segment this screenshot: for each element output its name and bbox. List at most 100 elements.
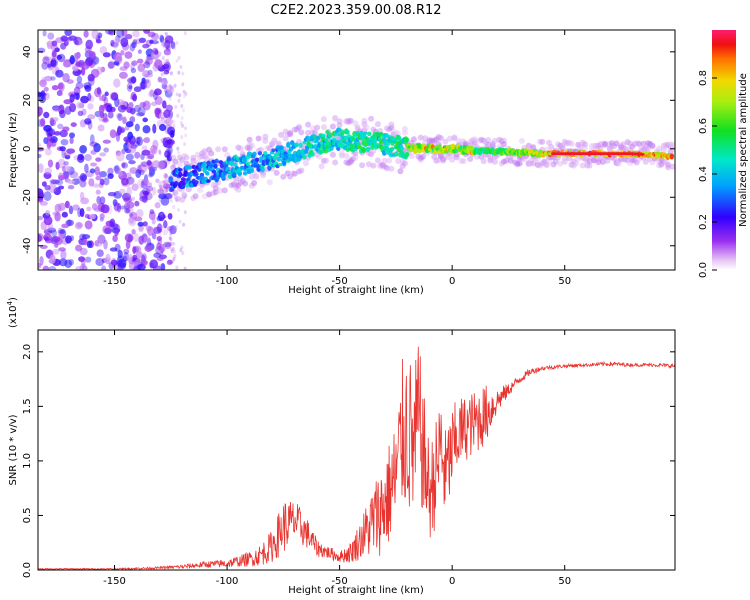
colorbar-tick-label: 0.6 [698, 118, 709, 134]
spectrogram-cell [102, 139, 111, 144]
spectrogram-cell [109, 129, 117, 139]
spectrogram-cell [449, 156, 456, 163]
spectrogram-cell [42, 30, 47, 37]
spectrogram-cell [79, 173, 87, 182]
spectrogram-cell [68, 35, 78, 41]
spectrogram-cell [59, 129, 68, 138]
spectrogram-cell [154, 202, 161, 209]
spectrogram-cell [156, 236, 163, 242]
spectrogram-cell [52, 105, 61, 111]
spectrogram-cell [235, 186, 242, 193]
spectrogram-cell [103, 239, 108, 250]
spectrogram-cell [119, 205, 128, 210]
spectrogram-cell [573, 160, 579, 167]
spectrogram-cell [126, 82, 133, 92]
spectrogram-cell [55, 69, 64, 78]
spectrogram-cell [179, 65, 183, 69]
spectrogram-cell [394, 151, 399, 157]
spectrogram-cell [219, 162, 225, 169]
spectrogram-cell [109, 247, 118, 252]
spectrogram-cell [125, 207, 131, 214]
spectrogram-cell [167, 61, 170, 65]
spectrogram-cell [124, 51, 133, 59]
spectrogram-cell [539, 138, 546, 145]
spectrogram-cell [166, 259, 173, 265]
spectrogram-cell [74, 39, 79, 45]
spectrogram-cell [363, 124, 370, 131]
spectrogram-cell [194, 180, 199, 185]
spectrogram-cell [44, 184, 51, 191]
spectrogram-cell [84, 220, 93, 230]
spectrogram-cell [50, 138, 57, 148]
spectrogram-cell [43, 228, 53, 235]
spectrogram-cell [117, 113, 123, 121]
spectrogram-cell [79, 144, 87, 154]
spectrogram-cell [103, 257, 112, 264]
spectrogram-cell [166, 58, 169, 63]
spectrogram-cell [38, 106, 43, 116]
spectrogram-cell [38, 215, 44, 221]
spectrogram-cell [157, 76, 163, 83]
spectrogram-cell [51, 235, 61, 243]
spectrogram-cell [77, 110, 84, 117]
spectrogram-x-ticks: -150 -100 -50 0 50 [103, 30, 571, 287]
spectrogram-cell [39, 79, 47, 88]
spectrogram-cell [74, 221, 83, 230]
spectrogram-cell [50, 76, 56, 81]
spectrogram-cell [142, 259, 148, 266]
spectrogram-cell [130, 76, 137, 84]
spectrogram-cell [130, 67, 137, 74]
spectrogram-cell [116, 113, 122, 119]
spectrogram-cell [273, 169, 280, 176]
spectrogram-cell [143, 235, 151, 245]
spectrogram-cell [162, 44, 166, 49]
spectrogram-cell [127, 144, 137, 154]
spectrogram-cell [206, 191, 213, 198]
spectrogram-cell [237, 145, 244, 152]
spectrogram-cell [296, 124, 303, 131]
spectrogram-cell [183, 210, 187, 215]
spectrogram-cell [165, 84, 175, 94]
spectrogram-cell [328, 132, 333, 139]
spectrogram-cell [122, 116, 127, 125]
spectrogram-x-tick-label: -50 [331, 276, 347, 287]
spectrogram-cell [106, 105, 113, 113]
spectrogram-cell [178, 219, 182, 224]
spectrogram-cell [146, 160, 152, 166]
spectrogram-cell [181, 123, 184, 128]
spectrogram-cell [156, 242, 162, 250]
spectrogram-cell [53, 187, 62, 196]
spectrogram-cell [85, 39, 93, 50]
spectrogram-cell [83, 30, 89, 38]
spectrogram-cell [121, 30, 128, 37]
spectrogram-cell [156, 223, 163, 234]
spectrogram-cell [278, 131, 285, 138]
spectrogram-cell [214, 158, 219, 164]
spectrogram-cell [142, 125, 151, 134]
spectrogram-cell [123, 61, 130, 69]
snr-x-tick-label: 50 [558, 576, 571, 587]
spectrogram-cell [79, 263, 87, 270]
spectrogram-cell [150, 101, 158, 107]
spectrogram-cell [81, 61, 90, 70]
spectrogram-cell [126, 186, 132, 197]
spectrogram-cell [184, 91, 188, 96]
spectrogram-cell [99, 213, 105, 220]
snr-x-ticks: -150 -100 -50 0 50 [103, 330, 571, 587]
spectrogram-cell [128, 253, 133, 262]
spectrogram-cell [84, 256, 92, 263]
spectrogram-cell [280, 173, 287, 180]
spectrogram-cell [128, 216, 135, 224]
spectrogram-cell [455, 138, 462, 144]
spectrogram-cell [182, 222, 186, 227]
figure-title: C2E2.2023.359.00.08.R12 [270, 3, 441, 18]
spectrogram-cell [91, 203, 98, 211]
spectrogram-cell [134, 123, 140, 132]
spectrogram-cell [59, 109, 66, 119]
spectrogram-cell [131, 60, 138, 66]
spectrogram-cell [374, 157, 381, 164]
spectrogram-cell [169, 198, 173, 203]
spectrogram-cell [61, 223, 70, 229]
spectrogram-cell [58, 232, 64, 239]
spectrogram-cell [114, 97, 120, 108]
